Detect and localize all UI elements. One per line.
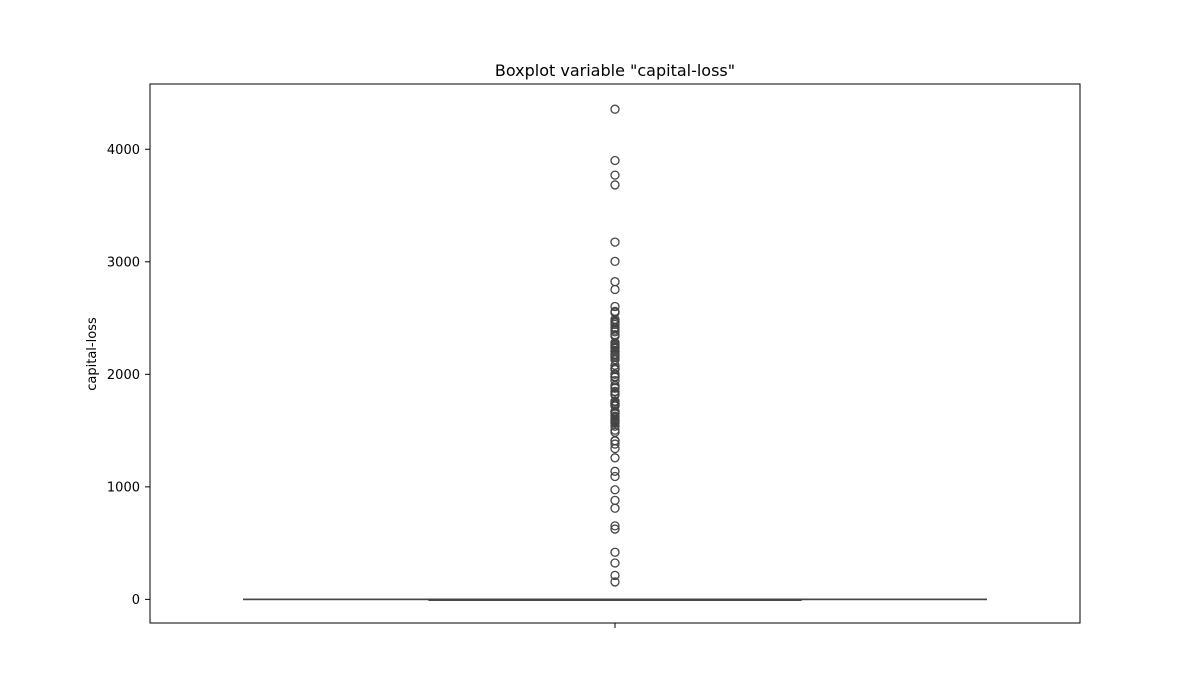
outlier-point bbox=[610, 524, 620, 534]
outlier-point bbox=[610, 503, 620, 513]
outlier-point bbox=[610, 466, 620, 476]
outlier-point bbox=[610, 237, 620, 247]
outlier-point bbox=[610, 104, 620, 114]
outlier-point bbox=[610, 421, 620, 431]
outlier-point bbox=[610, 170, 620, 180]
y-tick-label: 1000 bbox=[107, 480, 140, 495]
outlier-point bbox=[610, 301, 620, 312]
outlier-point bbox=[610, 485, 620, 495]
outlier-point bbox=[610, 495, 620, 505]
outlier-point bbox=[610, 547, 620, 557]
outlier-point bbox=[610, 471, 620, 482]
y-tick-label: 4000 bbox=[107, 143, 140, 158]
y-tick-label: 2000 bbox=[107, 368, 140, 383]
outlier-point bbox=[610, 386, 620, 397]
outlier-point bbox=[610, 256, 620, 266]
outlier-point bbox=[610, 180, 620, 190]
outlier-point bbox=[610, 558, 620, 568]
outlier-point bbox=[610, 439, 620, 449]
outlier-point bbox=[610, 276, 620, 287]
chart-title: Boxplot variable "capital-loss" bbox=[495, 61, 735, 80]
outlier-point bbox=[610, 155, 620, 166]
y-tick-label: 0 bbox=[132, 593, 140, 608]
y-tick-label: 3000 bbox=[107, 255, 140, 270]
chart-marks: 0 1000 2000 3000 4000 bbox=[107, 104, 987, 628]
outlier-point bbox=[610, 577, 620, 587]
outlier-point bbox=[610, 375, 620, 386]
outlier-point bbox=[610, 369, 620, 379]
outlier-point bbox=[610, 453, 620, 463]
outlier-point bbox=[610, 570, 620, 581]
outlier-point bbox=[610, 521, 620, 531]
y-axis-label: capital-loss bbox=[85, 317, 100, 391]
outlier-point bbox=[610, 284, 620, 295]
outlier-point bbox=[610, 306, 620, 317]
outlier-point bbox=[610, 330, 620, 340]
outlier-point bbox=[610, 396, 620, 406]
